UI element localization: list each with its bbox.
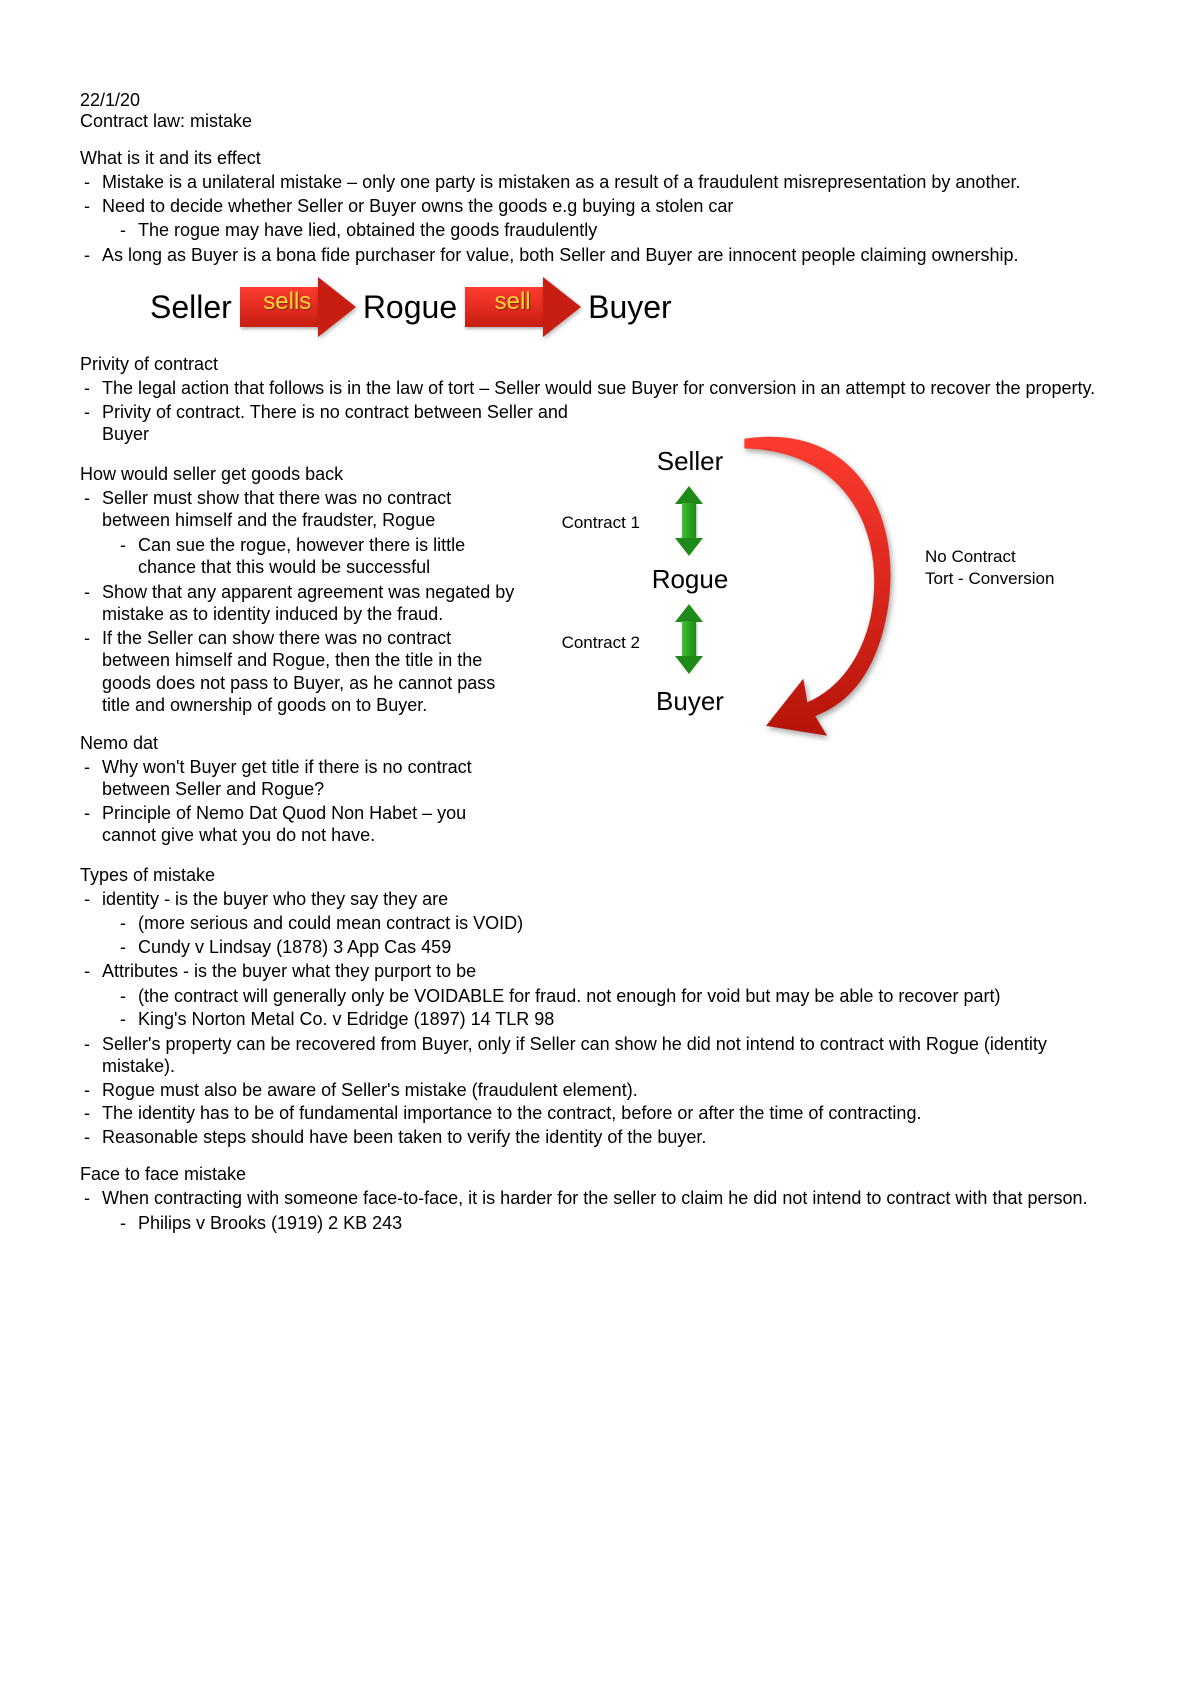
flow-diagram-vertical: Seller Contract 1 Rogue Contract 2 Buyer… bbox=[530, 428, 1120, 768]
bullet-text: When contracting with someone face-to-fa… bbox=[102, 1188, 1088, 1208]
bullet-list: identity - is the buyer who they say the… bbox=[80, 888, 1120, 1149]
sub-bullet: Cundy v Lindsay (1878) 3 App Cas 459 bbox=[116, 936, 1120, 959]
diagram-node-rogue: Rogue bbox=[630, 564, 750, 595]
bullet: Principle of Nemo Dat Quod Non Habet – y… bbox=[80, 802, 520, 847]
section-heading-privity: Privity of contract bbox=[80, 354, 1120, 375]
section-heading-face: Face to face mistake bbox=[80, 1164, 1120, 1185]
green-double-arrow-icon bbox=[675, 486, 703, 556]
label-line: Tort - Conversion bbox=[925, 569, 1054, 588]
diagram-label-contract2: Contract 2 bbox=[540, 633, 640, 653]
bullet: Why won't Buyer get title if there is no… bbox=[80, 756, 520, 801]
curved-red-arrow-icon bbox=[530, 428, 1120, 768]
arrow-label: sells bbox=[240, 288, 335, 316]
sub-bullet: Can sue the rogue, however there is litt… bbox=[116, 534, 520, 579]
green-double-arrow-icon bbox=[675, 604, 703, 674]
bullet-list: Mistake is a unilateral mistake – only o… bbox=[80, 171, 1120, 266]
bullet: Rogue must also be aware of Seller's mis… bbox=[80, 1079, 1120, 1102]
flow-node-rogue: Rogue bbox=[363, 289, 457, 326]
sub-bullet: The rogue may have lied, obtained the go… bbox=[116, 219, 1120, 242]
bullet-text: Need to decide whether Seller or Buyer o… bbox=[102, 196, 733, 216]
bullet: identity - is the buyer who they say the… bbox=[80, 888, 1120, 959]
sub-bullet: King's Norton Metal Co. v Edridge (1897)… bbox=[116, 1008, 1120, 1031]
flow-node-seller: Seller bbox=[150, 289, 232, 326]
bullet-list: Seller must show that there was no contr… bbox=[80, 487, 520, 717]
bullet: Reasonable steps should have been taken … bbox=[80, 1126, 1120, 1149]
bullet: Attributes - is the buyer what they purp… bbox=[80, 960, 1120, 1031]
diagram-label-no-contract: No Contract Tort - Conversion bbox=[925, 546, 1054, 590]
sub-bullet: (the contract will generally only be VOI… bbox=[116, 985, 1120, 1008]
diagram-label-contract1: Contract 1 bbox=[540, 513, 640, 533]
bullet-text: identity - is the buyer who they say the… bbox=[102, 889, 448, 909]
bullet: Mistake is a unilateral mistake – only o… bbox=[80, 171, 1120, 194]
red-arrow-icon: sells bbox=[240, 278, 355, 336]
sub-bullet: (more serious and could mean contract is… bbox=[116, 912, 1120, 935]
document-page: 22/1/20 Contract law: mistake What is it… bbox=[0, 0, 1200, 1316]
arrow-label: sell bbox=[465, 288, 560, 316]
section-heading-what-is-it: What is it and its effect bbox=[80, 148, 1120, 169]
sub-bullet: Philips v Brooks (1919) 2 KB 243 bbox=[116, 1212, 1120, 1235]
bullet: Privity of contract. There is no contrac… bbox=[80, 401, 582, 446]
bullet-text: Attributes - is the buyer what they purp… bbox=[102, 961, 476, 981]
bullet: The legal action that follows is in the … bbox=[80, 377, 1120, 400]
bullet-list: Why won't Buyer get title if there is no… bbox=[80, 756, 520, 847]
section-heading-how-seller: How would seller get goods back bbox=[80, 464, 520, 485]
flow-diagram-horizontal: Seller sells Rogue sell Buyer bbox=[150, 278, 1120, 336]
bullet: Need to decide whether Seller or Buyer o… bbox=[80, 195, 1120, 242]
diagram-node-buyer: Buyer bbox=[630, 686, 750, 717]
bullet: If the Seller can show there was no cont… bbox=[80, 627, 520, 717]
bullet: Seller's property can be recovered from … bbox=[80, 1033, 1120, 1078]
bullet: Show that any apparent agreement was neg… bbox=[80, 581, 520, 626]
red-arrow-icon: sell bbox=[465, 278, 580, 336]
bullet: When contracting with someone face-to-fa… bbox=[80, 1187, 1120, 1234]
bullet-list: When contracting with someone face-to-fa… bbox=[80, 1187, 1120, 1234]
section-heading-nemo-dat: Nemo dat bbox=[80, 733, 520, 754]
diagram-node-seller: Seller bbox=[630, 446, 750, 477]
subject-line: Contract law: mistake bbox=[80, 111, 1120, 132]
bullet-text: Seller must show that there was no contr… bbox=[102, 488, 451, 531]
bullet: The identity has to be of fundamental im… bbox=[80, 1102, 1120, 1125]
flow-node-buyer: Buyer bbox=[588, 289, 672, 326]
bullet: Seller must show that there was no contr… bbox=[80, 487, 520, 579]
section-heading-types: Types of mistake bbox=[80, 865, 1120, 886]
date-line: 22/1/20 bbox=[80, 90, 1120, 111]
label-line: No Contract bbox=[925, 547, 1016, 566]
bullet: As long as Buyer is a bona fide purchase… bbox=[80, 244, 1120, 267]
